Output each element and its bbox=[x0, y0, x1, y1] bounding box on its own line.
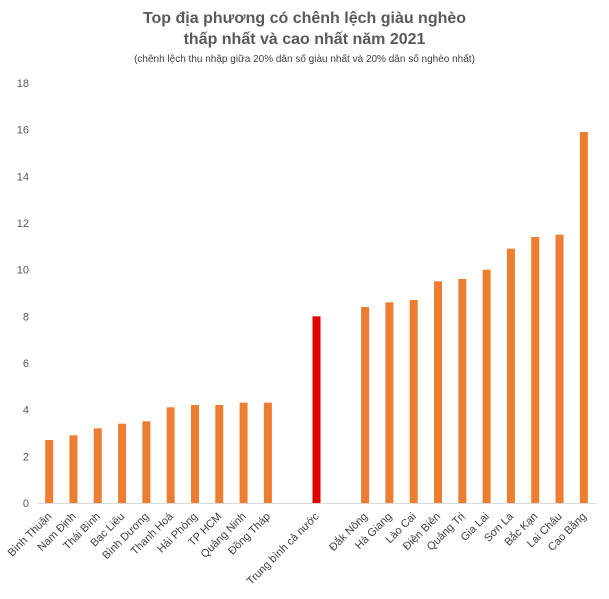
y-tick-label: 8 bbox=[23, 311, 29, 323]
bar bbox=[166, 407, 175, 503]
bar bbox=[215, 405, 224, 503]
bar bbox=[93, 428, 102, 503]
bar bbox=[531, 237, 540, 503]
bar bbox=[409, 300, 418, 503]
bar bbox=[118, 423, 127, 503]
y-tick-label: 16 bbox=[17, 125, 29, 137]
bar bbox=[506, 248, 515, 503]
bar bbox=[579, 132, 588, 503]
chart-title-line-2: thấp nhất và cao nhất năm 2021 bbox=[183, 31, 426, 48]
bar bbox=[482, 269, 491, 503]
bar bbox=[239, 402, 248, 503]
y-tick-label: 2 bbox=[23, 451, 29, 463]
bar bbox=[555, 234, 564, 503]
y-tick-label: 10 bbox=[17, 265, 29, 277]
y-tick-label: 18 bbox=[17, 78, 29, 90]
chart-subtitle: (chênh lệch thu nhập giữa 20% dân số già… bbox=[134, 54, 475, 65]
bar bbox=[69, 435, 78, 503]
bar bbox=[434, 281, 443, 503]
bar bbox=[263, 402, 272, 503]
bar bbox=[190, 405, 199, 503]
bar bbox=[142, 421, 151, 503]
bar bbox=[312, 316, 321, 503]
y-tick-label: 12 bbox=[17, 218, 29, 230]
chart-title-line-1: Top địa phương có chênh lệch giàu nghèo bbox=[142, 10, 467, 27]
bar bbox=[385, 302, 394, 503]
bar bbox=[361, 307, 370, 503]
y-tick-label: 0 bbox=[23, 498, 29, 510]
y-tick-label: 4 bbox=[23, 405, 29, 417]
bar bbox=[45, 440, 54, 503]
y-tick-label: 6 bbox=[23, 358, 29, 370]
bar bbox=[458, 279, 467, 503]
y-tick-label: 14 bbox=[17, 171, 29, 183]
